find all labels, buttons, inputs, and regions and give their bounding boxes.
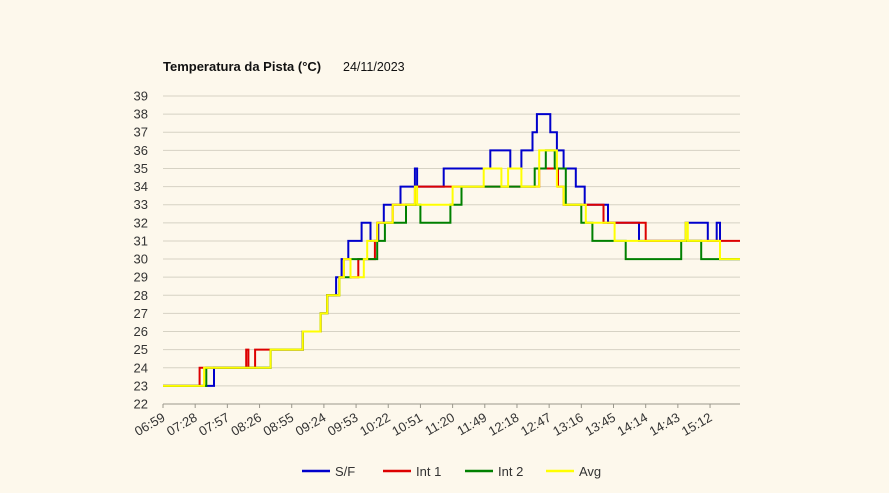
legend-label: Avg <box>579 464 601 479</box>
y-tick-label: 35 <box>134 161 148 176</box>
x-tick-label: 08:26 <box>228 410 264 439</box>
legend-item-int-2[interactable]: Int 2 <box>465 464 523 479</box>
legend-label: Int 1 <box>416 464 441 479</box>
y-tick-label: 38 <box>134 107 148 122</box>
legend-label: Int 2 <box>498 464 523 479</box>
y-tick-label: 39 <box>134 89 148 104</box>
x-tick-label: 12:18 <box>486 410 522 439</box>
y-tick-label: 23 <box>134 378 148 393</box>
x-tick-label: 08:55 <box>261 410 297 439</box>
legend[interactable]: S/F Int 1 Int 2 Avg <box>302 464 601 479</box>
y-tick-label: 28 <box>134 288 148 303</box>
chart-title: Temperatura da Pista (°C) <box>163 59 321 74</box>
x-tick-label: 13:16 <box>550 410 586 439</box>
y-tick-label: 32 <box>134 215 148 230</box>
y-tick-label: 26 <box>134 324 148 339</box>
x-tick-label: 14:43 <box>647 410 683 439</box>
y-tick-label: 36 <box>134 143 148 158</box>
x-tick-label: 10:51 <box>389 410 425 439</box>
y-tick-label: 24 <box>134 360 148 375</box>
y-tick-label: 25 <box>134 342 148 357</box>
x-tick-label: 15:12 <box>679 410 715 439</box>
x-tick-label: 07:57 <box>196 410 232 439</box>
x-tick-label: 07:28 <box>164 410 200 439</box>
legend-label: S/F <box>335 464 355 479</box>
y-tick-label: 33 <box>134 197 148 212</box>
x-tick-label: 13:45 <box>582 410 618 439</box>
x-tick-label: 06:59 <box>132 410 168 439</box>
legend-item-avg[interactable]: Avg <box>546 464 601 479</box>
x-axis-ticks: 06:5907:2807:5708:2608:5509:2409:5310:22… <box>132 404 715 439</box>
y-tick-label: 34 <box>134 179 148 194</box>
y-tick-label: 31 <box>134 233 148 248</box>
x-tick-label: 09:53 <box>325 410 361 439</box>
y-tick-label: 37 <box>134 125 148 140</box>
x-tick-label: 09:24 <box>293 410 329 439</box>
chart-subtitle-date: 24/11/2023 <box>343 60 405 74</box>
series-lines <box>163 113 740 387</box>
series-line-s-f <box>163 113 740 387</box>
legend-item-int-1[interactable]: Int 1 <box>383 464 441 479</box>
y-tick-label: 30 <box>134 252 148 267</box>
x-tick-label: 10:22 <box>357 410 393 439</box>
legend-item-s-f[interactable]: S/F <box>302 464 355 479</box>
x-tick-label: 11:49 <box>454 410 489 439</box>
y-axis-ticks: 22 23 24 25 26 27 28 29 30 31 32 33 34 35 36 37 38 39 <box>134 89 148 412</box>
y-tick-label: 29 <box>134 270 148 285</box>
y-tick-label: 22 <box>134 397 148 412</box>
x-tick-label: 14:14 <box>614 410 650 439</box>
series-line-avg <box>163 149 740 387</box>
x-tick-label: 11:20 <box>422 410 457 439</box>
y-tick-label: 27 <box>134 306 148 321</box>
grid-lines <box>163 95 740 405</box>
x-tick-label: 12:47 <box>518 410 554 439</box>
